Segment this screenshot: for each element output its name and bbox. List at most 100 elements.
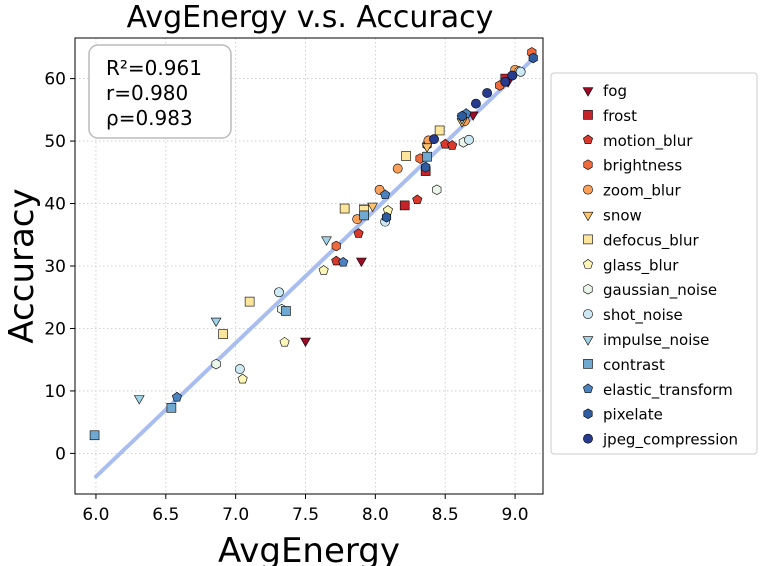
- point-contrast: [166, 402, 177, 413]
- point-motion-blur: [331, 255, 342, 266]
- legend-marker-gaussian-noise: [583, 283, 593, 295]
- legend-frame: [550, 72, 758, 455]
- legend-label: zoom_blur: [603, 182, 682, 201]
- point-contrast: [281, 306, 291, 316]
- point-motion-blur: [353, 228, 364, 238]
- chart-title: AvgEnergy v.s. Accuracy: [127, 0, 494, 35]
- x-axis-ticks: 6.0 6.5 7.0 7.5 8.0 8.5 9.0: [82, 494, 529, 525]
- y-tick-label: 60: [44, 70, 66, 90]
- legend-marker-pixelate: [583, 408, 593, 419]
- point-motion-blur: [447, 140, 458, 150]
- y-axis-ticks: 0 10 20 30 40 50 60: [44, 70, 75, 464]
- point-contrast: [359, 210, 369, 221]
- legend-item-gaussian-noise: gaussian_noise: [583, 281, 717, 300]
- point-glass-blur: [237, 373, 248, 384]
- x-axis-label: AvgEnergy: [218, 531, 400, 566]
- legend-item-pixelate: pixelate: [583, 406, 663, 424]
- x-tick-label: 6.0: [82, 505, 109, 525]
- stats-box: R²=0.961 r=0.980 ρ=0.983: [88, 44, 232, 139]
- legend-marker-impulse-noise: [582, 336, 594, 346]
- point-pixelate: [421, 162, 431, 173]
- point-jpeg-compression: [507, 70, 518, 81]
- legend-item-contrast: contrast: [583, 356, 665, 374]
- legend-marker-jpeg-compression: [583, 433, 593, 444]
- point-elastic-transform: [338, 256, 349, 267]
- y-tick-label: 10: [44, 382, 66, 402]
- point-gaussian-noise: [432, 184, 442, 196]
- point-defocus-blur: [244, 296, 255, 307]
- point-shot-noise: [515, 66, 526, 77]
- legend-label: contrast: [603, 356, 665, 374]
- point-snow: [421, 143, 433, 153]
- point-contrast: [422, 151, 432, 162]
- y-tick-label: 50: [44, 132, 66, 152]
- y-tick-label: 0: [55, 444, 66, 464]
- point-elastic-transform: [380, 189, 391, 200]
- point-impulse-noise: [210, 317, 222, 328]
- legend-item-jpeg-compression: jpeg_compression: [583, 431, 738, 450]
- point-motion-blur: [412, 194, 423, 205]
- legend-marker-motion-blur: [582, 134, 594, 145]
- point-pixelate: [528, 52, 538, 64]
- point-glass-blur: [279, 336, 290, 347]
- legend-item-brightness: brightness: [583, 157, 682, 175]
- legend-label: pixelate: [603, 406, 663, 424]
- point-jpeg-compression: [429, 134, 439, 145]
- legend-item-motion-blur: motion_blur: [582, 132, 693, 151]
- point-fog: [467, 111, 479, 121]
- legend-label: snow: [603, 207, 642, 225]
- y-axis-label: Accuracy: [2, 188, 42, 343]
- y-tick-label: 40: [44, 195, 66, 215]
- point-pixelate: [381, 212, 392, 223]
- legend-marker-frost: [583, 110, 593, 120]
- point-defocus-blur: [401, 151, 411, 161]
- legend: fog frost motion_blur brightness zoom_blursn…: [550, 72, 758, 455]
- stat-pearson-r: r=0.980: [106, 81, 188, 105]
- legend-item-impulse-noise: impulse_noise: [582, 331, 709, 350]
- legend-label: glass_blur: [603, 256, 679, 275]
- point-jpeg-compression: [471, 98, 481, 109]
- point-impulse-noise: [133, 395, 145, 405]
- legend-marker-zoom-blur: [583, 184, 593, 195]
- point-fog: [300, 337, 311, 348]
- x-tick-label: 7.0: [222, 505, 249, 525]
- legend-label: shot_noise: [603, 306, 683, 325]
- point-defocus-blur: [434, 125, 445, 136]
- legend-label: fog: [603, 82, 627, 100]
- point-contrast: [89, 430, 100, 441]
- y-tick-label: 20: [44, 319, 66, 339]
- stat-spearman-rho: ρ=0.983: [106, 106, 193, 130]
- legend-marker-elastic-transform: [582, 383, 594, 394]
- x-tick-label: 9.0: [502, 505, 529, 525]
- legend-label: frost: [603, 107, 637, 125]
- point-snow: [367, 202, 378, 213]
- point-elastic-transform: [171, 391, 182, 402]
- point-jpeg-compression: [500, 76, 511, 87]
- legend-label: gaussian_noise: [603, 281, 717, 300]
- legend-marker-contrast: [583, 359, 593, 369]
- legend-item-snow: snow: [582, 207, 642, 225]
- legend-item-zoom-blur: zoom_blur: [583, 182, 682, 201]
- x-tick-label: 8.0: [362, 505, 389, 525]
- legend-marker-defocus-blur: [583, 234, 593, 245]
- point-shot-noise: [234, 364, 245, 374]
- point-gaussian-noise: [211, 358, 221, 370]
- x-tick-label: 8.5: [432, 505, 459, 525]
- point-pixelate: [457, 110, 467, 122]
- point-zoom-blur: [392, 163, 403, 174]
- point-brightness: [331, 240, 341, 252]
- point-defocus-blur: [339, 203, 350, 214]
- legend-label: motion_blur: [603, 132, 693, 151]
- legend-item-elastic-transform: elastic_transform: [582, 381, 733, 400]
- point-jpeg-compression: [482, 88, 493, 98]
- legend-item-frost: frost: [583, 107, 637, 125]
- point-glass-blur: [318, 265, 329, 275]
- data-points: [89, 47, 538, 441]
- legend-marker-fog: [582, 87, 594, 97]
- legend-label: jpeg_compression: [602, 431, 738, 450]
- stats-box-frame: [88, 44, 232, 139]
- legend-label: impulse_noise: [603, 331, 709, 350]
- y-tick-label: 30: [44, 257, 66, 277]
- point-frost: [399, 200, 410, 211]
